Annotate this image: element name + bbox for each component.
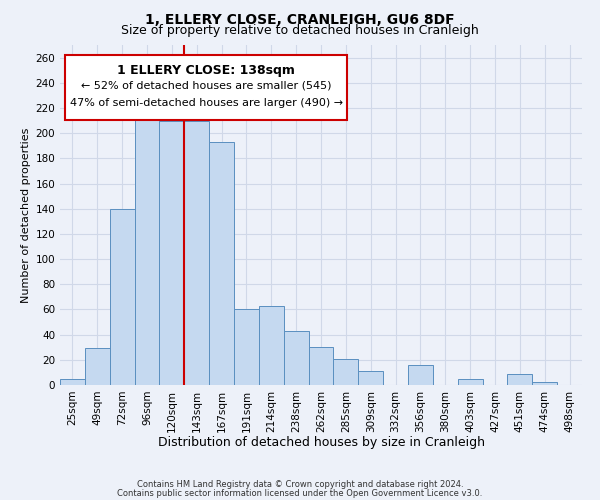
Text: 1, ELLERY CLOSE, CRANLEIGH, GU6 8DF: 1, ELLERY CLOSE, CRANLEIGH, GU6 8DF (145, 12, 455, 26)
Bar (284, 331, 308, 385)
Bar (110, 208, 134, 385)
X-axis label: Distribution of detached houses by size in Cranleigh: Distribution of detached houses by size … (157, 436, 485, 449)
Bar (408, 365, 433, 385)
Bar (134, 114, 160, 385)
Bar (184, 120, 209, 385)
Bar (532, 382, 557, 385)
Bar (458, 378, 482, 385)
Bar (160, 120, 184, 385)
Bar (259, 306, 284, 385)
Bar (308, 347, 334, 385)
Bar (234, 310, 259, 385)
Text: 1 ELLERY CLOSE: 138sqm: 1 ELLERY CLOSE: 138sqm (117, 64, 295, 76)
Text: Size of property relative to detached houses in Cranleigh: Size of property relative to detached ho… (121, 24, 479, 37)
Text: Contains public sector information licensed under the Open Government Licence v3: Contains public sector information licen… (118, 488, 482, 498)
Bar (60, 378, 85, 385)
Bar (582, 366, 600, 385)
FancyBboxPatch shape (65, 55, 347, 120)
Bar (85, 348, 110, 385)
Bar (209, 142, 234, 385)
Text: 47% of semi-detached houses are larger (490) →: 47% of semi-detached houses are larger (… (70, 98, 343, 108)
Bar (334, 358, 358, 385)
Text: Contains HM Land Registry data © Crown copyright and database right 2024.: Contains HM Land Registry data © Crown c… (137, 480, 463, 489)
Bar (508, 374, 532, 385)
Y-axis label: Number of detached properties: Number of detached properties (21, 128, 31, 302)
Bar (358, 371, 383, 385)
Text: ← 52% of detached houses are smaller (545): ← 52% of detached houses are smaller (54… (81, 80, 331, 90)
